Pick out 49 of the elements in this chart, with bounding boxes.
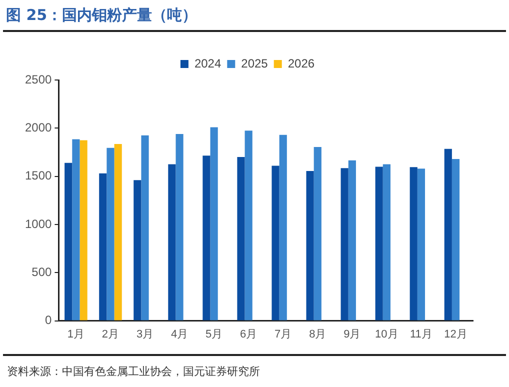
bar bbox=[99, 173, 107, 320]
x-tick-label: 3月 bbox=[136, 328, 154, 340]
bar bbox=[375, 166, 383, 320]
bar bbox=[141, 135, 149, 320]
x-tick-label: 5月 bbox=[205, 328, 223, 340]
legend-label: 2026 bbox=[288, 56, 315, 70]
y-tick-label: 1000 bbox=[24, 216, 52, 231]
x-tick-label: 4月 bbox=[170, 328, 188, 340]
bar bbox=[417, 168, 426, 320]
bar bbox=[272, 166, 280, 320]
text: 资料来源：中国有色金属工业协会，国元证券研究所 bbox=[7, 364, 261, 379]
y-tick-label: 2000 bbox=[24, 120, 52, 134]
x-tick-label: 2月 bbox=[102, 328, 120, 340]
x-tick-label: 9月 bbox=[344, 328, 361, 340]
bar bbox=[114, 144, 122, 320]
x-tick-label: 6月 bbox=[240, 328, 258, 340]
y-tick-label: 2500 bbox=[24, 72, 52, 86]
bar bbox=[314, 146, 322, 320]
bar bbox=[444, 148, 452, 320]
bar bbox=[348, 160, 356, 320]
x-tick-label: 1月 bbox=[67, 328, 85, 340]
bar bbox=[306, 171, 314, 320]
bar bbox=[410, 167, 418, 320]
x-tick-label: 7月 bbox=[274, 328, 292, 340]
y-tick-label: 500 bbox=[32, 264, 52, 279]
x-tick-label: 10月 bbox=[375, 328, 398, 340]
x-tick-label: 11月 bbox=[410, 328, 432, 340]
bar bbox=[176, 134, 184, 320]
y-tick-label: 1500 bbox=[24, 168, 52, 183]
bar bbox=[64, 162, 72, 320]
bar bbox=[210, 127, 218, 320]
bar bbox=[80, 140, 88, 320]
y-tick-label: 0 bbox=[45, 313, 52, 328]
x-tick-label: 8月 bbox=[309, 328, 326, 340]
legend-label: 2024 bbox=[194, 56, 222, 70]
legend-label: 2025 bbox=[241, 56, 268, 70]
bar bbox=[237, 157, 245, 320]
bar bbox=[382, 164, 390, 320]
chart-title: 图 25：国内钼粉产量（吨） bbox=[3, 0, 506, 32]
bar bbox=[106, 148, 114, 320]
x-tick-label: 12月 bbox=[444, 328, 468, 340]
bar bbox=[72, 139, 80, 320]
bar bbox=[452, 158, 460, 320]
bar bbox=[340, 168, 348, 320]
bar bbox=[168, 164, 176, 320]
bar bbox=[202, 156, 210, 320]
bar bbox=[279, 134, 287, 320]
bar bbox=[134, 180, 142, 320]
bar bbox=[244, 130, 252, 320]
